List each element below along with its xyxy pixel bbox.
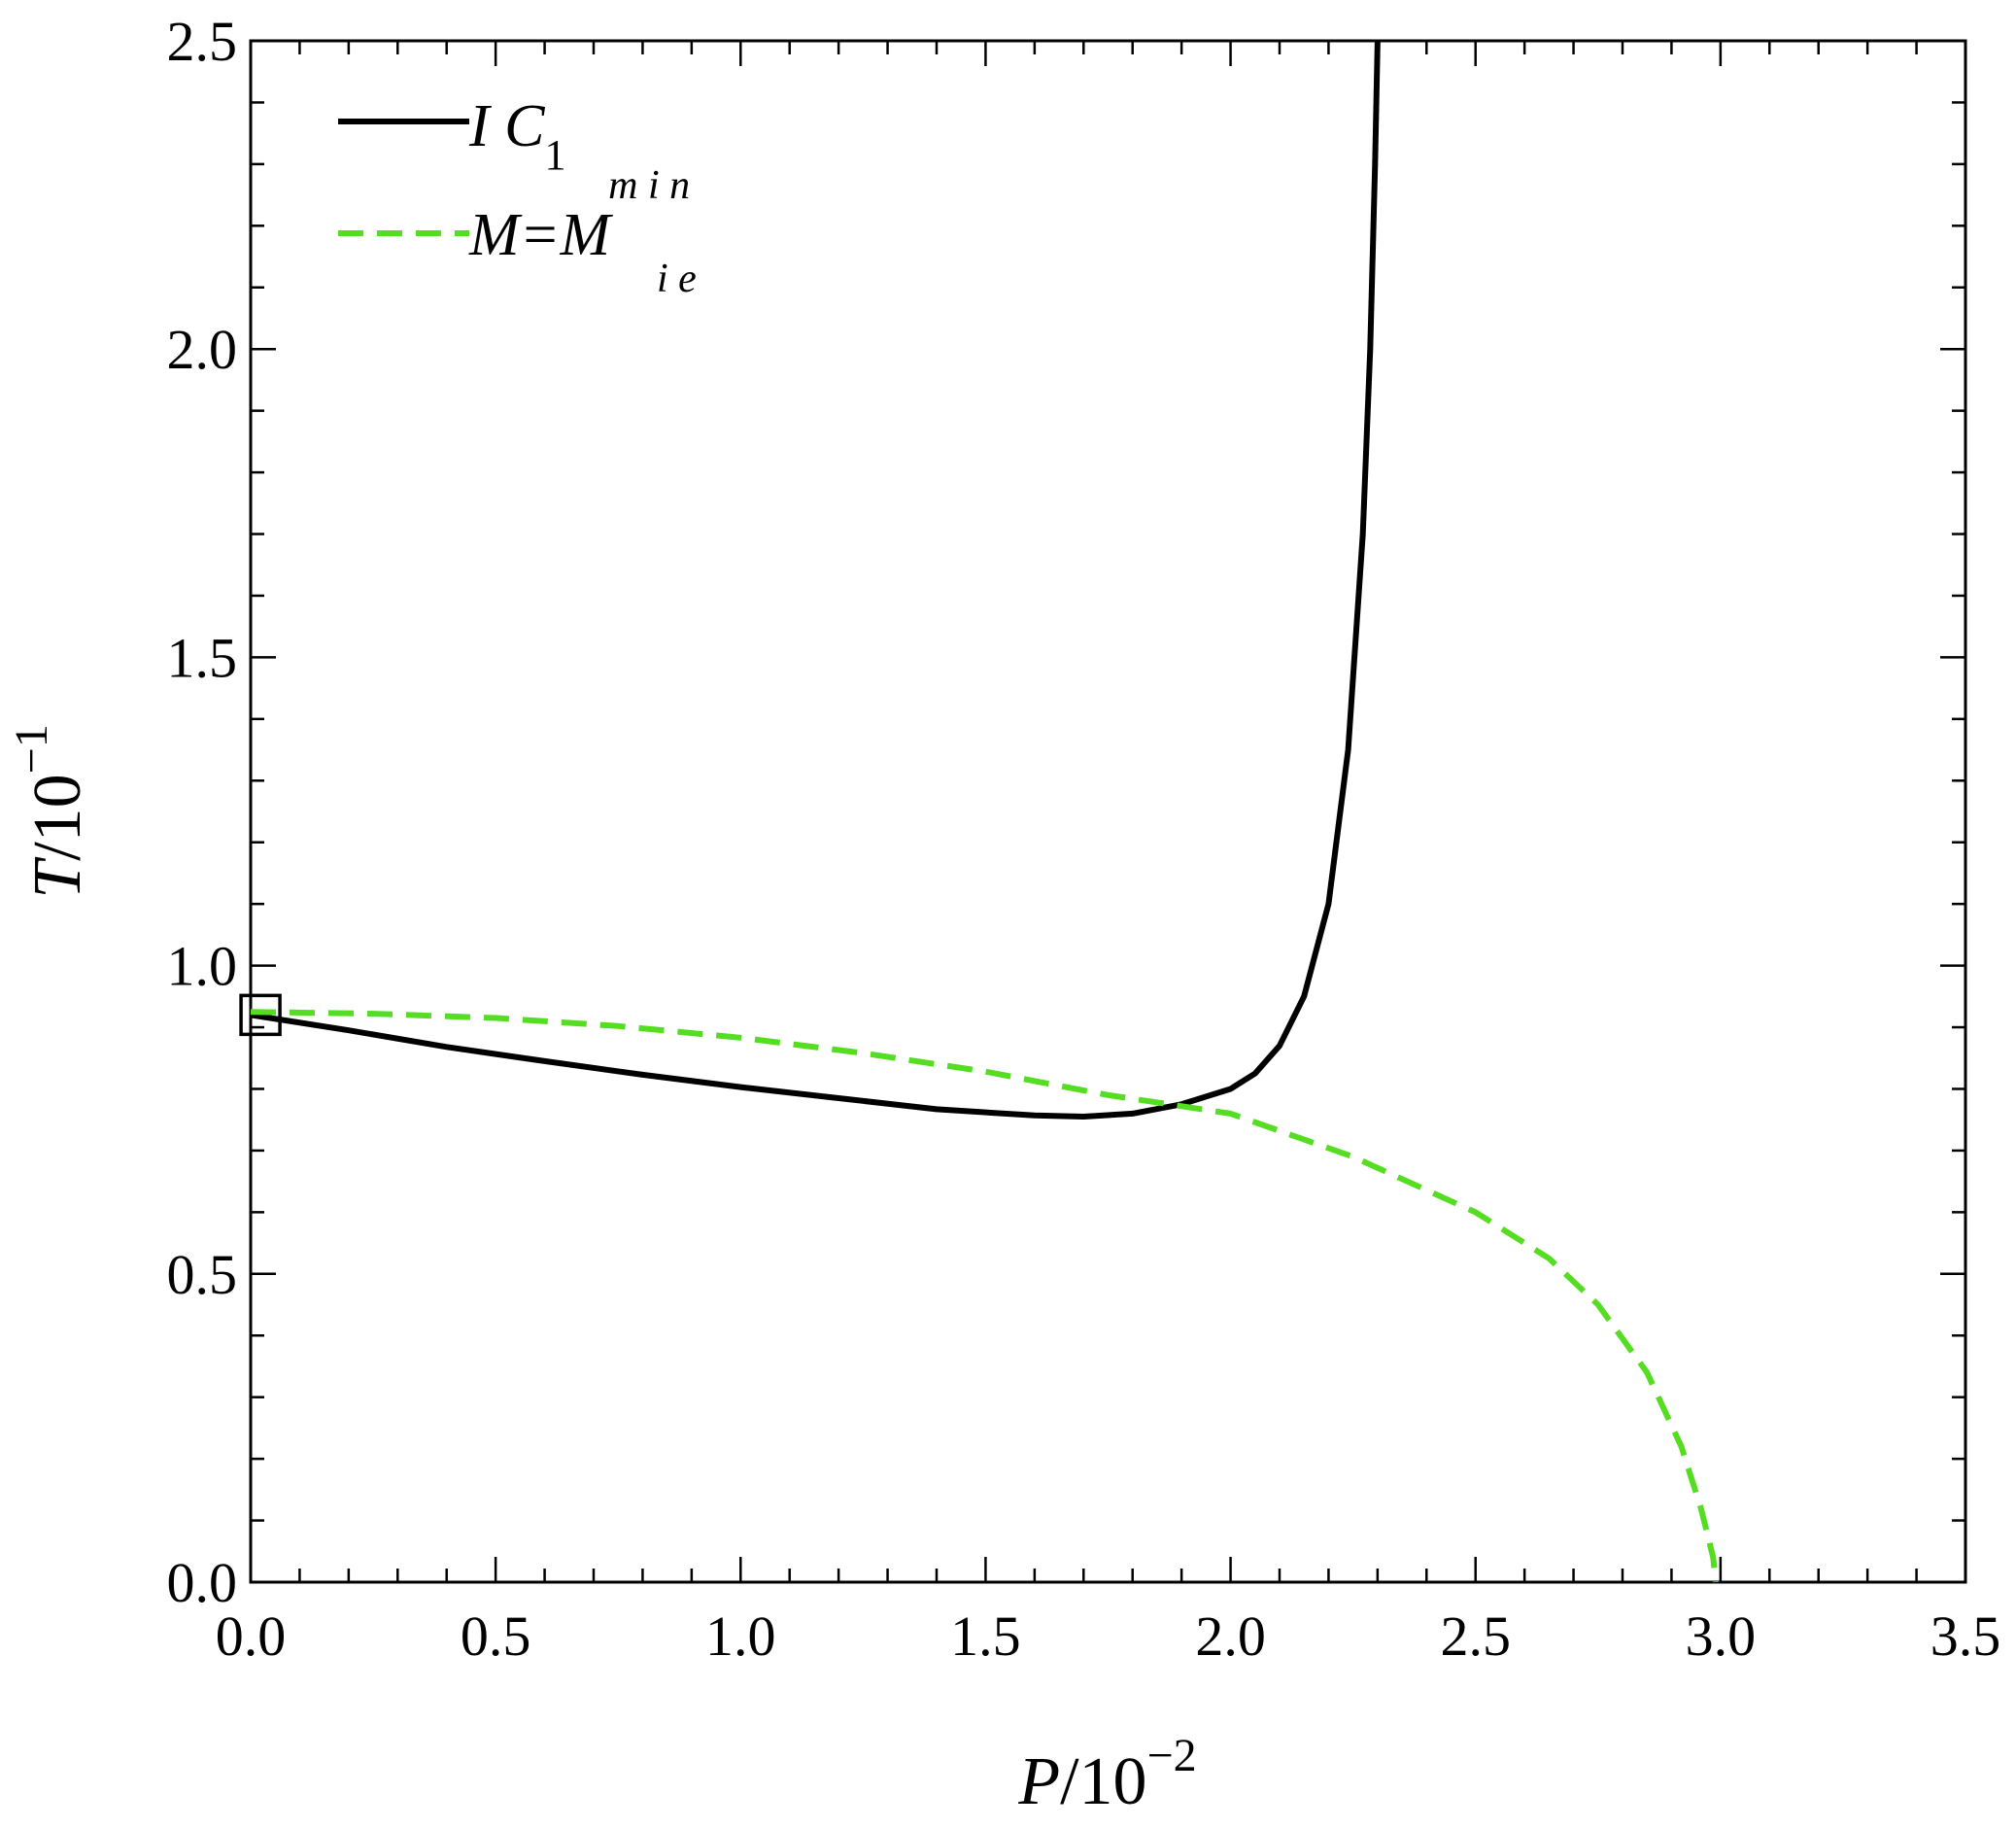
plot-frame [249,39,1967,1584]
start-marker [239,993,282,1037]
series-layer [250,40,1719,1583]
x-tick-label: 3.5 [1931,1604,2001,1668]
axis-ticks [249,39,1967,1584]
x-tick-label: 2.0 [1195,1604,1266,1668]
y-tick-label: 0.0 [167,1551,238,1614]
y-tick-label: 2.5 [167,10,238,73]
y-tick-label: 1.0 [167,935,238,998]
y-tick-label: 0.5 [167,1243,238,1306]
x-tick-label: 0.5 [461,1604,531,1668]
x-axis-title: P/10−2 [1017,1730,1196,1819]
x-tick-label: 1.0 [705,1604,776,1668]
x-tick-label: 3.0 [1686,1604,1757,1668]
y-tick-label: 2.0 [167,318,238,381]
x-tick-label: 2.5 [1440,1604,1511,1668]
legend-label-ic1: I C1 [468,93,566,179]
x-tick-label: 0.0 [216,1604,287,1668]
x-tick-label: 1.5 [950,1604,1021,1668]
tick-labels: 0.0 0.5 1.0 1.5 2.0 2.5 3.0 3.5 0.0 0.5 1.0 1.5 2.0 2… [167,10,2001,1668]
series-line-mie [250,1009,1719,1583]
y-axis-title: T/10−1 [6,724,95,898]
y-tick-label: 1.5 [167,626,238,689]
series-line-ic1 [250,40,1381,1120]
